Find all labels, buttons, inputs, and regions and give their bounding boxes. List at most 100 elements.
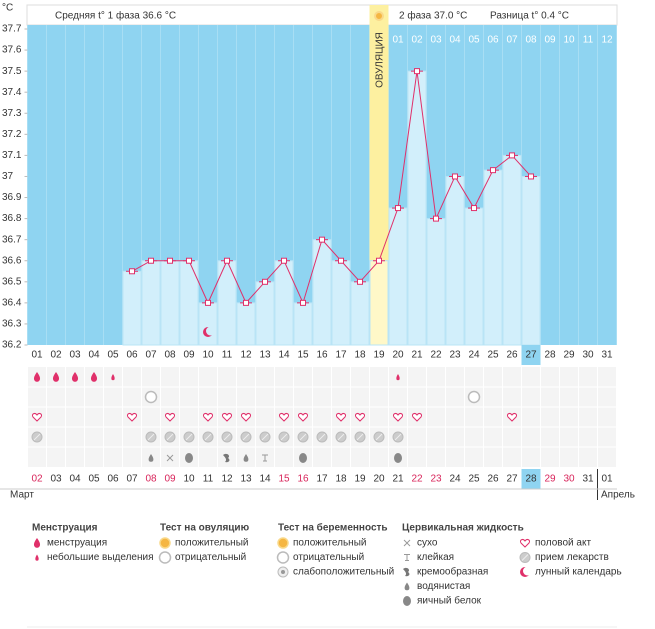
- legend-item: половой акт: [535, 538, 591, 549]
- temp-bar: [198, 302, 218, 346]
- icon-heart: [336, 413, 346, 422]
- icon-egg: [403, 596, 411, 606]
- x-tick-label: 08: [164, 350, 176, 361]
- phase2-day: 10: [563, 35, 575, 46]
- icon-pill: [240, 431, 252, 443]
- icon-pill: [373, 431, 385, 443]
- x2: [403, 539, 411, 547]
- y-tick-label: 37.7: [2, 24, 22, 35]
- y-tick-label: 36.4: [2, 298, 22, 309]
- phase2-day: 03: [430, 35, 442, 46]
- y-tick-label: 37.6: [2, 45, 22, 56]
- water: [404, 582, 410, 591]
- temp-marker: [357, 278, 363, 285]
- temp-bar: [445, 175, 465, 346]
- icon-pill: [145, 431, 157, 443]
- pill-line: [299, 433, 307, 441]
- temp-marker: [224, 257, 230, 264]
- icon-water: [404, 582, 410, 591]
- icon-pill: [354, 431, 366, 443]
- icon-weak: [277, 566, 289, 578]
- legend-item: кремообразная: [417, 566, 488, 578]
- phase2-day: 08: [525, 35, 537, 46]
- temp-marker: [205, 299, 211, 306]
- icon-pill: [316, 431, 328, 443]
- date-label: 28: [525, 474, 537, 485]
- y-tick-label: 37.1: [2, 150, 22, 161]
- test-neg: [276, 551, 290, 564]
- date-label: 01: [601, 474, 613, 485]
- temp-marker: [452, 173, 458, 180]
- icon-heart: [32, 413, 42, 422]
- water: [148, 454, 154, 462]
- icon-sdrop: [35, 554, 39, 561]
- x-tick-label: 24: [468, 350, 480, 361]
- pill-line: [337, 433, 345, 441]
- icon-heart: [222, 413, 232, 422]
- egg: [403, 596, 411, 606]
- date-label: 02: [31, 474, 43, 485]
- temp-bar: [141, 260, 161, 346]
- heart: [127, 413, 137, 422]
- date-label: 03: [50, 474, 62, 485]
- pill-line: [261, 433, 269, 441]
- pill-line: [185, 433, 193, 441]
- pill-line: [280, 433, 288, 441]
- date-label: 13: [240, 474, 252, 485]
- x-tick-label: 31: [601, 350, 613, 361]
- y-tick-label: 36.9: [2, 192, 22, 203]
- temp-bar: [331, 260, 351, 346]
- icon-cream: [223, 453, 230, 463]
- temp-bar: [521, 175, 541, 346]
- date-label: 05: [88, 474, 100, 485]
- icon-neg: [158, 551, 172, 564]
- legend-item: слабоположительный: [293, 566, 394, 578]
- test-pos: [159, 537, 171, 549]
- icon-neg: [276, 551, 290, 564]
- icon-pill: [202, 431, 214, 443]
- heart: [336, 413, 346, 422]
- x-tick-label: 07: [145, 350, 157, 361]
- ovulation-column: [369, 5, 389, 345]
- date-label: 22: [411, 474, 423, 485]
- y-tick-label: 37.2: [2, 129, 22, 140]
- x-tick-label: 20: [392, 350, 404, 361]
- icon-pill: [519, 552, 531, 563]
- legend-title: Тест на беременность: [278, 522, 388, 534]
- cream: [223, 453, 230, 463]
- drop: [33, 372, 41, 382]
- temp-marker: [243, 299, 249, 306]
- icon-sdrop: [111, 374, 115, 381]
- x-tick-label: 28: [544, 350, 556, 361]
- date-label: 25: [468, 474, 480, 485]
- icon-heart: [393, 413, 403, 422]
- temp-bar: [255, 281, 275, 346]
- y-unit: °C: [2, 3, 13, 14]
- temp-bar: [274, 260, 294, 346]
- date-label: 11: [203, 474, 214, 485]
- phase2-day: 04: [449, 35, 461, 46]
- temp-bar: [369, 260, 389, 346]
- icon-drop: [52, 372, 60, 382]
- x-tick-label: 13: [259, 350, 271, 361]
- heart: [279, 413, 289, 422]
- test-pos: [277, 537, 289, 549]
- temp-marker: [281, 257, 287, 264]
- temp-bar: [217, 260, 237, 346]
- y-tick-label: 36.3: [2, 319, 22, 330]
- y-tick-label: 36.7: [2, 234, 22, 245]
- icon-egg: [185, 453, 193, 463]
- egg: [185, 453, 193, 463]
- temp-bar: [426, 218, 446, 346]
- date-label: 14: [259, 474, 271, 485]
- x-tick-label: 01: [31, 350, 43, 361]
- temp-marker: [471, 205, 477, 212]
- x-tick-label: 14: [278, 350, 290, 361]
- date-label: 19: [354, 474, 366, 485]
- date-label: 08: [145, 474, 157, 485]
- drop: [35, 554, 39, 561]
- test-neg: [158, 551, 172, 564]
- y-tick-label: 36.2: [2, 340, 22, 351]
- drop: [396, 374, 400, 381]
- legend-item: положительный: [175, 538, 248, 549]
